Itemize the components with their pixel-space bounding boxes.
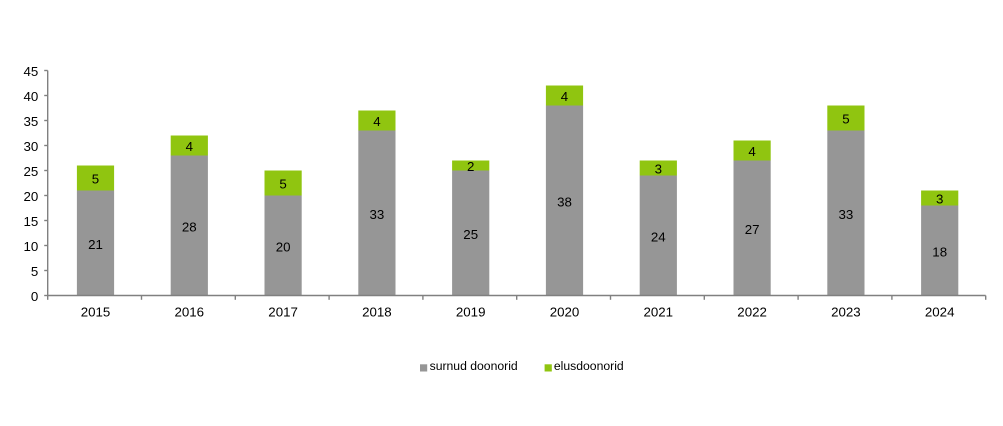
svg-text:21: 21: [88, 237, 103, 252]
svg-text:2016: 2016: [175, 305, 205, 320]
svg-text:2023: 2023: [831, 305, 861, 320]
svg-text:45: 45: [24, 64, 39, 79]
svg-text:3: 3: [936, 191, 943, 206]
svg-text:25: 25: [24, 164, 39, 179]
svg-text:27: 27: [745, 222, 760, 237]
svg-text:4: 4: [561, 89, 568, 104]
svg-text:33: 33: [370, 207, 385, 222]
svg-text:35: 35: [24, 114, 39, 129]
svg-text:24: 24: [651, 230, 666, 245]
svg-text:18: 18: [932, 245, 947, 260]
svg-text:25: 25: [463, 227, 478, 242]
svg-text:38: 38: [557, 195, 572, 210]
svg-text:elusdoonorid: elusdoonorid: [554, 359, 624, 373]
svg-text:2017: 2017: [268, 305, 298, 320]
svg-text:10: 10: [24, 239, 39, 254]
svg-text:surnud doonorid: surnud doonorid: [430, 359, 518, 373]
svg-text:5: 5: [92, 171, 99, 186]
svg-text:4: 4: [186, 139, 193, 154]
svg-text:5: 5: [279, 176, 286, 191]
svg-text:2021: 2021: [644, 305, 674, 320]
svg-text:28: 28: [182, 220, 197, 235]
svg-text:33: 33: [839, 207, 854, 222]
svg-text:40: 40: [24, 89, 39, 104]
svg-text:2020: 2020: [550, 305, 580, 320]
svg-text:5: 5: [31, 264, 38, 279]
svg-text:30: 30: [24, 139, 39, 154]
svg-text:4: 4: [748, 144, 755, 159]
svg-text:4: 4: [373, 114, 380, 129]
svg-text:2022: 2022: [737, 305, 767, 320]
svg-text:20: 20: [24, 189, 39, 204]
svg-text:20: 20: [276, 240, 291, 255]
svg-text:2024: 2024: [925, 305, 955, 320]
svg-text:3: 3: [655, 161, 662, 176]
svg-text:5: 5: [842, 111, 849, 126]
svg-text:15: 15: [24, 214, 39, 229]
svg-text:0: 0: [31, 289, 38, 304]
svg-text:2: 2: [467, 159, 474, 174]
svg-text:2019: 2019: [456, 305, 486, 320]
svg-text:2018: 2018: [362, 305, 392, 320]
svg-text:2015: 2015: [81, 305, 111, 320]
